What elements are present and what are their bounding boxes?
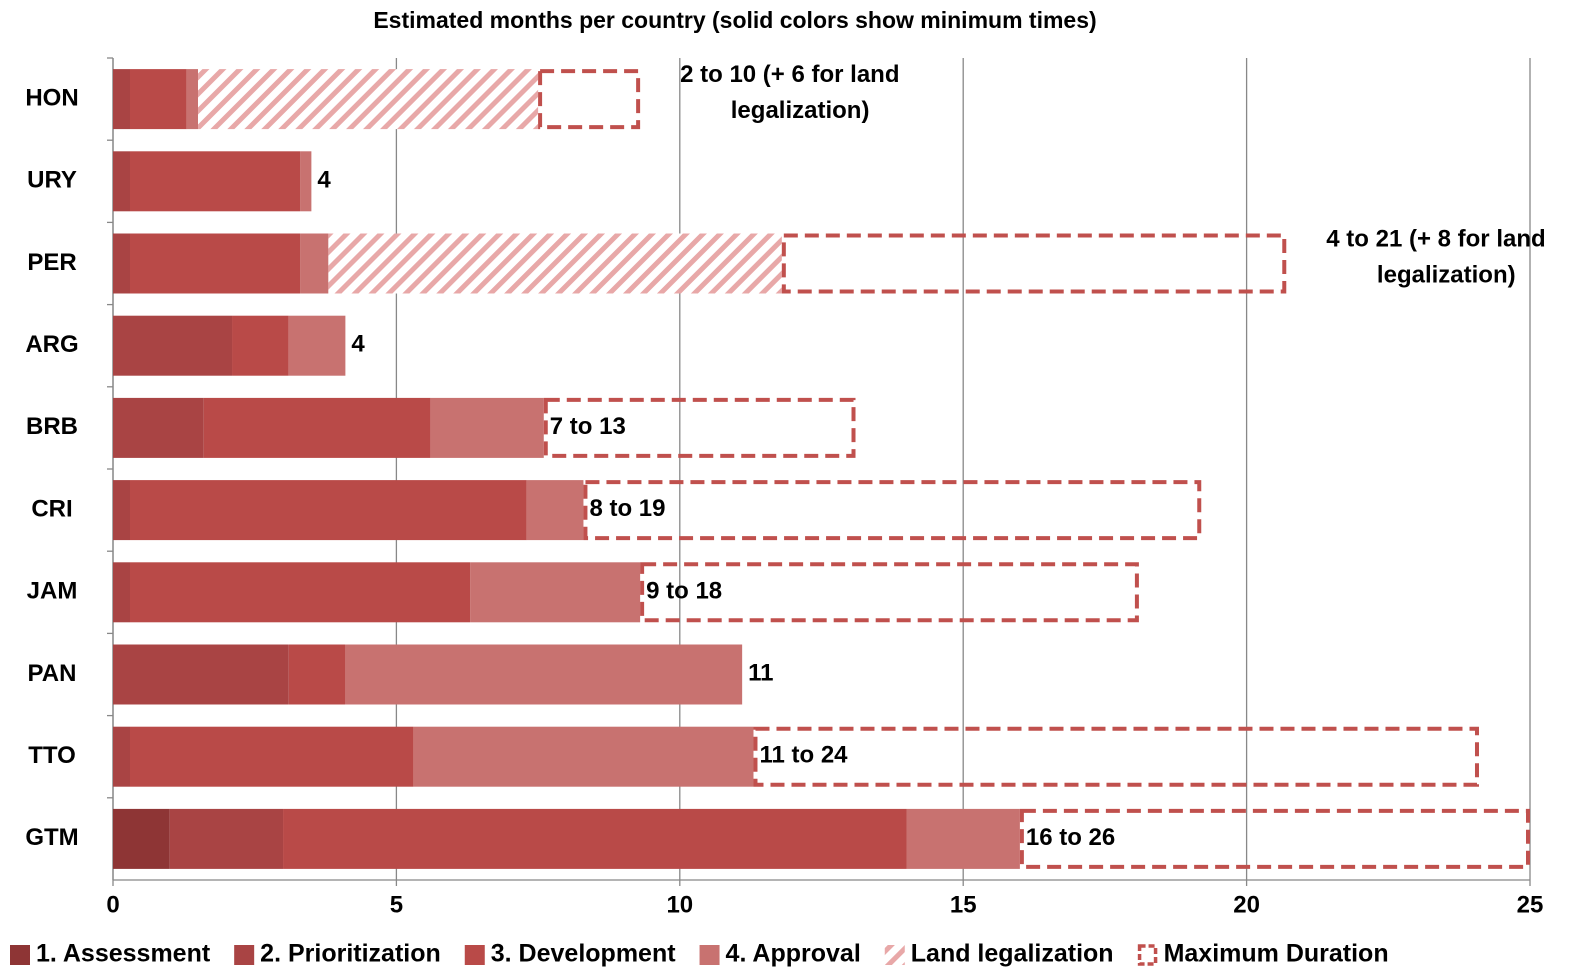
annotation: 2 to 10 (+ 6 for land legalization) (680, 61, 899, 124)
bar-segment (113, 644, 289, 705)
bar-segment (906, 808, 1020, 869)
max-duration-box (543, 397, 856, 458)
annotation: 4 (317, 167, 331, 194)
bar-segment (470, 562, 641, 623)
annotation-line: 11 (748, 660, 773, 687)
chart-title: Estimated months per country (solid colo… (373, 7, 1096, 33)
annotation: 4 to 21 (+ 8 for land legalization) (1326, 226, 1545, 289)
annotation: 11 to 24 (759, 742, 848, 769)
annotation-line: 4 to 21 (+ 8 for land (1326, 226, 1545, 253)
legend-swatch (464, 945, 485, 965)
legend-swatch (884, 945, 905, 965)
bar-segment (113, 808, 170, 869)
y-tick-label: ARG (25, 331, 78, 358)
annotation-line: 9 to 18 (646, 578, 722, 605)
x-tick-label: 15 (950, 891, 977, 918)
annotation: 11 (748, 660, 773, 687)
legend-label: 2. Prioritization (260, 940, 441, 968)
bar-segment (113, 480, 131, 541)
max-duration-box (781, 233, 1287, 294)
legend-swatch (1137, 944, 1158, 966)
annotation-line: 2 to 10 (+ 6 for land (680, 61, 899, 88)
bar-segment (203, 397, 431, 458)
x-tick-label: 20 (1233, 891, 1260, 918)
bar-segment (186, 69, 199, 130)
x-tick-label: 5 (390, 891, 403, 918)
annotation-line: 11 to 24 (759, 742, 848, 769)
bar-segment (232, 315, 289, 376)
annotation: 7 to 13 (550, 413, 626, 440)
bar-segment (413, 726, 754, 787)
bar-segment (113, 69, 131, 130)
bar-segment (288, 315, 346, 376)
land-segment (328, 233, 782, 294)
max-duration-box (1019, 808, 1530, 869)
bar-segment (113, 151, 131, 212)
annotation: 8 to 19 (589, 495, 665, 522)
bar-segment (526, 480, 584, 541)
bar-segment (288, 644, 346, 705)
legend-label: 1. Assessment (36, 940, 211, 968)
bar-segment (113, 726, 131, 787)
annotation: 4 (351, 331, 365, 358)
max-duration-box (753, 726, 1479, 787)
y-tick-label: PER (27, 249, 76, 276)
legend-label: 4. Approval (726, 940, 861, 968)
legend-swatch (234, 945, 255, 965)
bar-segment (130, 69, 187, 130)
y-tick-label: URY (27, 167, 77, 194)
bar-segment (130, 562, 471, 623)
max-duration-box (640, 562, 1139, 623)
bar-segment (113, 562, 131, 623)
bar-segment (130, 233, 301, 294)
y-tick-label: PAN (28, 660, 77, 687)
bar-segment (430, 397, 544, 458)
max-duration-box (538, 69, 641, 130)
annotation-line: 7 to 13 (550, 413, 626, 440)
bar-segment (283, 808, 907, 869)
bar-segment (345, 644, 743, 705)
annotation-line: legalization) (731, 97, 870, 124)
bar-segment (130, 151, 301, 212)
x-tick-label: 10 (666, 891, 693, 918)
bar-segment (300, 151, 312, 212)
annotation-line: 8 to 19 (589, 495, 665, 522)
annotation-line: 4 (351, 331, 365, 358)
legend-label: Maximum Duration (1164, 940, 1389, 968)
y-tick-label: TTO (28, 742, 76, 769)
legend-swatch (10, 945, 30, 965)
y-tick-label: HON (25, 84, 78, 111)
y-tick-label: CRI (31, 495, 72, 522)
max-duration-box (583, 480, 1202, 541)
annotation: 16 to 26 (1026, 824, 1115, 851)
y-tick-label: GTM (25, 824, 78, 851)
legend-label: Land legalization (911, 940, 1114, 968)
bar-segment (300, 233, 329, 294)
annotation-line: 16 to 26 (1026, 824, 1115, 851)
land-segment (198, 69, 539, 130)
legend-label: 3. Development (491, 940, 676, 968)
x-tick-label: 25 (1517, 891, 1544, 918)
annotation-line: 4 (317, 167, 331, 194)
bar-segment (130, 726, 414, 787)
bar-segment (130, 480, 527, 541)
y-tick-label: JAM (27, 578, 78, 605)
bar-segment (113, 397, 204, 458)
bar-segment (169, 808, 284, 869)
annotation-line: legalization) (1377, 262, 1516, 289)
x-tick-label: 0 (106, 891, 119, 918)
bar-segment (113, 233, 131, 294)
annotation: 9 to 18 (646, 578, 722, 605)
legend-swatch (699, 945, 720, 965)
y-tick-label: BRB (26, 413, 78, 440)
bar-segment (113, 315, 233, 376)
